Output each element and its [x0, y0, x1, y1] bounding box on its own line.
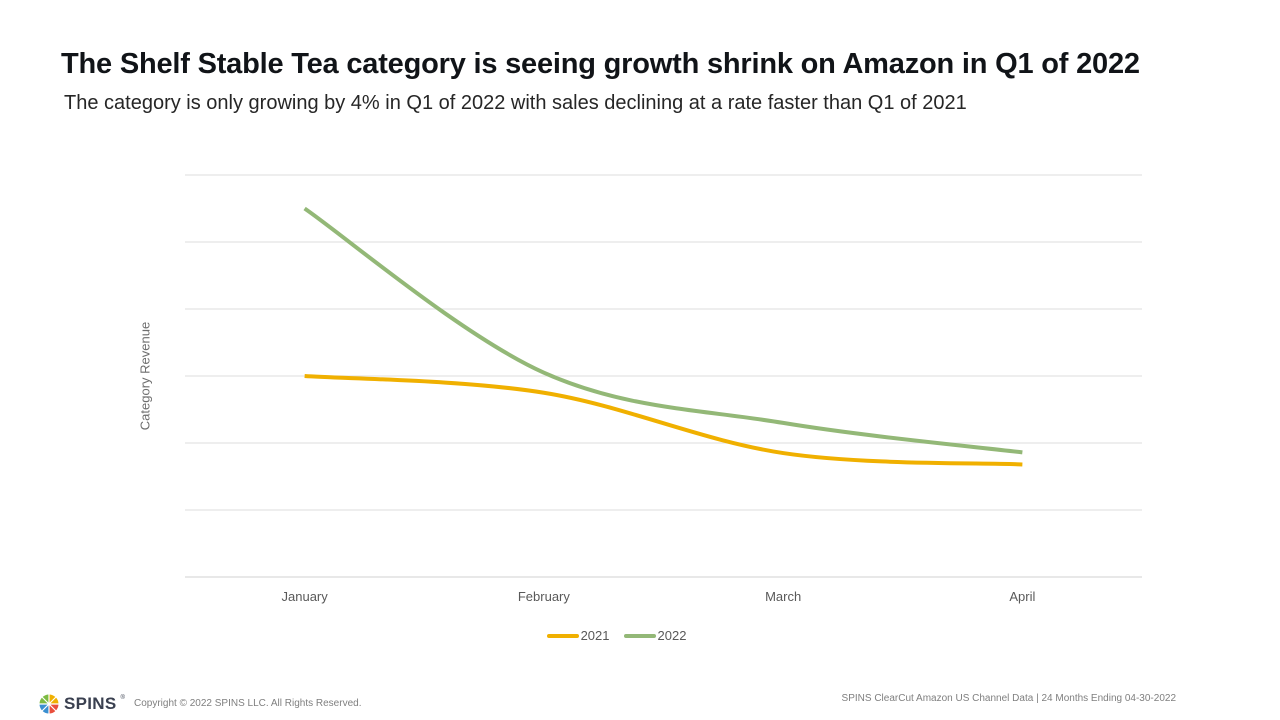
- series-line-2022: [303, 206, 1023, 455]
- series-line-2021: [304, 374, 1023, 467]
- legend-label-2022: 2022: [657, 628, 687, 643]
- x-tick-label: April: [1009, 589, 1035, 604]
- legend-item-2021: 2021: [546, 628, 610, 643]
- legend-swatch-2021: [546, 633, 579, 638]
- x-tick-label: March: [765, 589, 801, 604]
- spins-globe-icon: [38, 693, 60, 715]
- x-tick-label: January: [282, 589, 329, 604]
- x-tick-label: February: [518, 589, 571, 604]
- logo-wordmark: SPINS: [64, 694, 117, 713]
- legend-swatch-2022: [623, 633, 656, 638]
- slide-subtitle: The category is only growing by 4% in Q1…: [64, 92, 967, 114]
- logo-trademark: ®: [120, 695, 125, 701]
- data-source-text: SPINS ClearCut Amazon US Channel Data | …: [841, 693, 1176, 704]
- legend-label-2021: 2021: [580, 628, 610, 643]
- spins-logo: SPINS ®: [38, 693, 125, 715]
- chart-legend: 2021 2022: [0, 628, 1233, 643]
- legend-item-2022: 2022: [623, 628, 687, 643]
- copyright-text: Copyright © 2022 SPINS LLC. All Rights R…: [134, 698, 362, 709]
- slide-title: The Shelf Stable Tea category is seeing …: [61, 48, 1140, 80]
